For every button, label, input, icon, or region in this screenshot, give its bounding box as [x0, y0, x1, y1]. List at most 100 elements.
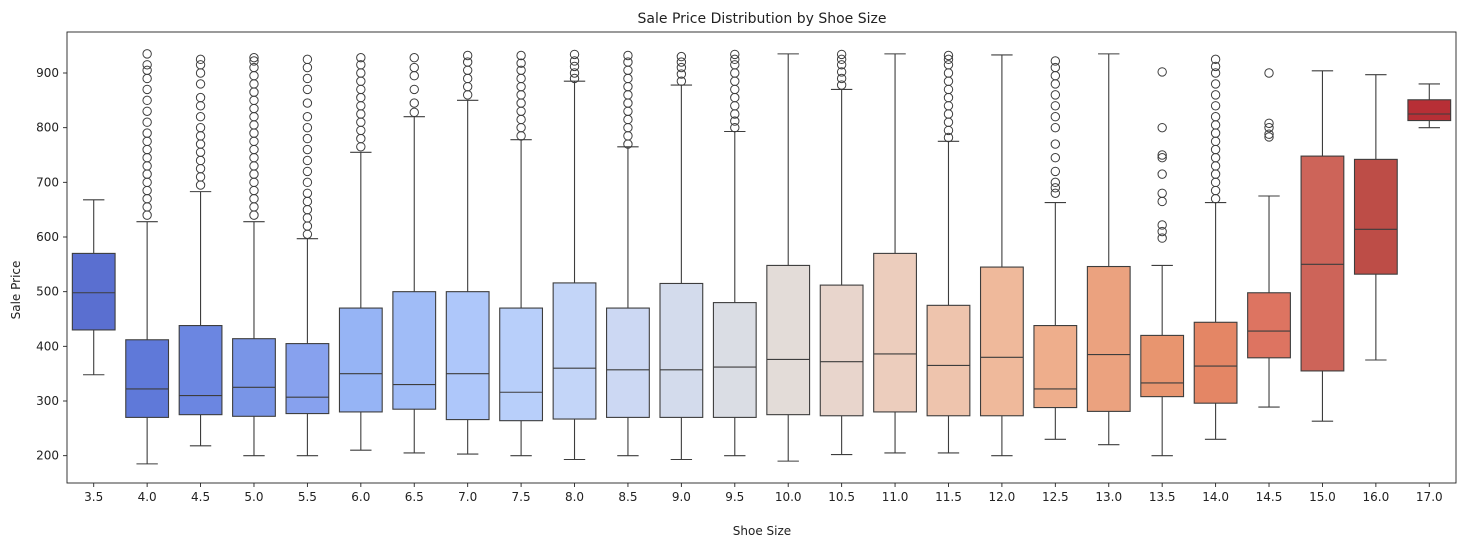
outlier-point: [1157, 188, 1167, 198]
outlier-point: [195, 68, 206, 78]
outlier-point: [1050, 122, 1061, 133]
x-tick-label: 9.5: [725, 490, 744, 504]
iqr-box: [178, 325, 223, 416]
outlier-point: [462, 50, 473, 61]
outlier-point: [142, 95, 152, 106]
box-size-10.5: [819, 49, 864, 456]
outlier-point: [195, 112, 206, 122]
y-axis: 200 300 400 500 600 700 800 900: [36, 66, 67, 463]
outlier-point: [1157, 226, 1167, 237]
outlier-point: [249, 144, 259, 155]
outlier-point: [195, 54, 206, 65]
outlier-point: [730, 84, 740, 95]
box-size-11.0: [873, 53, 917, 454]
outlier-point: [623, 73, 633, 84]
outlier-point: [1210, 101, 1221, 111]
outlier-point: [195, 101, 206, 111]
outlier-point: [1157, 150, 1167, 160]
outlier-point: [516, 50, 526, 61]
outlier-point: [623, 50, 633, 61]
outlier-point: [195, 60, 206, 70]
outlier-point: [1210, 177, 1221, 188]
outlier-point: [249, 95, 259, 106]
outlier-point: [249, 71, 259, 81]
outlier-point: [302, 177, 313, 188]
outlier-point: [943, 50, 954, 61]
outlier-point: [142, 49, 152, 59]
outlier-point: [1157, 220, 1167, 230]
box-size-17.0: [1407, 83, 1452, 129]
outlier-point: [409, 52, 419, 63]
outlier-point: [1157, 67, 1167, 77]
iqr-box: [125, 339, 170, 418]
outlier-point: [516, 98, 526, 108]
iqr-box: [232, 338, 276, 417]
iqr-box: [499, 307, 544, 422]
y-axis-label: Sale Price: [9, 261, 23, 320]
box-size-8.5: [606, 50, 650, 457]
plot-area: 200 300 400 500 600 700 800 900 3.5 4.0 4.5 5.0 5.5…: [36, 31, 1457, 504]
y-tick-label: 800: [36, 121, 59, 135]
outlier-point: [836, 54, 847, 65]
outlier-point: [623, 90, 633, 100]
outlier-point: [142, 144, 152, 155]
outlier-point: [409, 107, 419, 118]
outlier-point: [142, 73, 152, 84]
x-tick-label: 4.0: [138, 490, 157, 504]
box-size-5.0: [232, 52, 276, 457]
outlier-point: [1264, 129, 1274, 139]
outlier-point: [943, 68, 954, 78]
iqr-box: [766, 264, 811, 416]
outlier-point: [943, 54, 954, 65]
outlier-point: [302, 84, 313, 95]
outlier-point: [142, 153, 152, 163]
outlier-point: [730, 101, 740, 111]
x-tick-label: 7.5: [512, 490, 531, 504]
outlier-point: [1210, 90, 1221, 100]
outlier-point: [302, 204, 313, 215]
outlier-point: [302, 188, 313, 198]
iqr-box: [1247, 292, 1291, 359]
outlier-point: [569, 73, 580, 84]
outlier-point: [1157, 153, 1167, 163]
iqr-box: [1033, 325, 1078, 409]
outlier-point: [1050, 56, 1061, 66]
outlier-point: [676, 62, 687, 73]
box-size-3.5: [71, 199, 116, 376]
outlier-point: [1210, 169, 1221, 179]
outlier-point: [1210, 153, 1221, 163]
outlier-point: [1210, 79, 1221, 89]
outlier-point: [356, 133, 366, 144]
outlier-point: [516, 73, 526, 84]
outlier-point: [943, 92, 954, 103]
box-size-13.5: [1140, 67, 1185, 457]
outlier-point: [302, 54, 313, 65]
outlier-point: [356, 76, 366, 86]
outlier-point: [623, 131, 633, 141]
outlier-point: [249, 56, 259, 66]
box-size-14.0: [1193, 54, 1238, 440]
outlier-point: [142, 84, 152, 95]
box-size-11.5: [926, 50, 971, 454]
iqr-box: [1300, 155, 1345, 372]
x-tick-label: 6.5: [405, 490, 424, 504]
outlier-point: [302, 73, 313, 84]
outlier-point: [1050, 71, 1061, 81]
x-tick-label: 5.5: [298, 490, 317, 504]
iqr-box: [1140, 334, 1185, 398]
x-tick-label: 8.5: [618, 490, 637, 504]
outlier-point: [302, 196, 313, 207]
outlier-point: [302, 229, 313, 239]
outlier-point: [249, 136, 259, 147]
outlier-point: [462, 57, 473, 67]
outlier-point: [1050, 183, 1061, 193]
outlier-point: [249, 161, 259, 171]
outlier-point: [730, 92, 740, 103]
outlier-point: [1210, 194, 1221, 204]
outlier-point: [1050, 153, 1061, 163]
x-tick-label: 17.0: [1416, 490, 1443, 504]
outlier-point: [623, 81, 633, 92]
outlier-point: [462, 81, 473, 92]
box-size-9.0: [659, 51, 704, 461]
